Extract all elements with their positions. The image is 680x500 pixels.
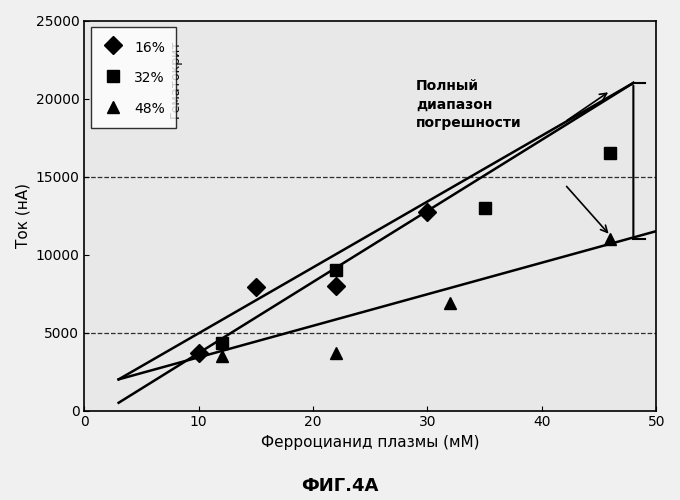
48%: [607, 236, 615, 242]
Text: Полный
диапазон
погрешности: Полный диапазон погрешности: [416, 79, 522, 130]
X-axis label: Ферроцианид плазмы (мМ): Ферроцианид плазмы (мМ): [261, 435, 479, 450]
16%: [424, 210, 432, 216]
Text: ФИГ.4А: ФИГ.4А: [301, 477, 379, 495]
Text: Гематокрит: Гематокрит: [168, 40, 182, 118]
Y-axis label: Ток (нА): Ток (нА): [15, 183, 30, 248]
48%: [446, 300, 454, 306]
Line: 16%: 16%: [192, 206, 434, 359]
32%: [481, 204, 489, 210]
16%: [332, 283, 340, 289]
48%: [332, 350, 340, 356]
Legend: 16%, 32%, 48%: 16%, 32%, 48%: [91, 28, 176, 128]
Line: 48%: 48%: [216, 232, 617, 362]
Line: 32%: 32%: [216, 147, 617, 350]
32%: [607, 150, 615, 156]
32%: [332, 267, 340, 273]
32%: [218, 340, 226, 346]
16%: [252, 284, 260, 290]
48%: [218, 353, 226, 359]
16%: [194, 350, 203, 356]
